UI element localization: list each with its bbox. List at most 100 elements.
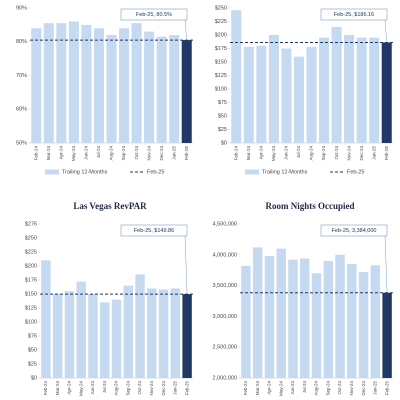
bar xyxy=(288,259,298,378)
bar xyxy=(156,36,167,143)
bar xyxy=(131,23,142,143)
x-tick-label: Feb-24 xyxy=(243,381,248,396)
x-tick-label: Jul-24 xyxy=(296,146,301,159)
bar xyxy=(369,37,380,144)
bar xyxy=(43,23,54,143)
x-tick-label: Apr-24 xyxy=(267,381,272,395)
x-tick-label: Oct-24 xyxy=(137,381,142,395)
y-tick-label: 60% xyxy=(16,107,27,113)
bar xyxy=(119,28,130,143)
y-tick-label: $125 xyxy=(215,73,227,79)
bar xyxy=(293,56,304,143)
x-tick-label: Jun-24 xyxy=(84,146,89,160)
bar xyxy=(256,45,267,143)
y-tick-label: 3,000,000 xyxy=(213,314,237,320)
chart: 50% 60% 70% 80% 90% Feb-24 Mar-24 Apr-24 May-24 J… xyxy=(16,5,193,175)
y-tick-label: $50 xyxy=(28,347,37,353)
x-tick-label: Dec-24 xyxy=(361,381,366,396)
annotation-box xyxy=(320,8,388,21)
y-tick-label: $275 xyxy=(25,221,37,227)
bar xyxy=(64,291,75,378)
annotation: Feb-25, 3,384,000 xyxy=(332,228,377,234)
bar xyxy=(252,247,263,378)
bar xyxy=(323,260,333,378)
bar xyxy=(347,264,357,378)
y-tick-label: 50% xyxy=(16,140,27,146)
annotation: Feb-25, $186.16 xyxy=(334,12,374,18)
x-tick-label: Dec-24 xyxy=(359,146,364,161)
chart: Room Nights Occupied 2,000,000 2,500,000 3,… xyxy=(213,201,393,396)
y-tick-label: $250 xyxy=(215,5,227,11)
bar xyxy=(31,28,42,143)
x-tick-label: Nov-24 xyxy=(149,381,154,396)
legend-label: Trailing 12-Months xyxy=(62,169,108,175)
y-tick-label: 4,000,000 xyxy=(213,252,237,258)
y-tick-label: $0 xyxy=(221,140,227,146)
x-tick-label: Aug-24 xyxy=(109,146,114,161)
x-tick-label: May-24 xyxy=(78,381,83,397)
y-tick-label: $100 xyxy=(215,86,227,92)
y-tick-label: $25 xyxy=(218,127,227,133)
x-tick-label: May-24 xyxy=(278,381,283,397)
x-tick-label: Jan-25 xyxy=(373,381,378,395)
bar xyxy=(356,37,367,144)
bar xyxy=(169,35,180,143)
y-tick-label: $75 xyxy=(28,333,37,339)
x-tick-label: Jul-24 xyxy=(302,381,307,394)
x-tick-label: Aug-24 xyxy=(114,381,119,396)
x-tick-label: Apr-24 xyxy=(259,146,264,160)
bar xyxy=(300,258,310,378)
x-tick-label: Dec-24 xyxy=(159,146,164,161)
bar xyxy=(319,37,330,144)
x-tick-label: Jul-24 xyxy=(102,381,107,394)
bar xyxy=(276,248,286,378)
y-tick-label: 2,000,000 xyxy=(213,375,237,381)
y-tick-label: $250 xyxy=(25,235,37,241)
bar xyxy=(370,265,381,378)
annotation-connector xyxy=(384,19,387,43)
y-tick-label: $200 xyxy=(215,32,227,38)
annotation-connector xyxy=(184,19,187,41)
y-tick-label: $125 xyxy=(25,305,37,311)
x-tick-label: Mar-24 xyxy=(246,146,251,161)
x-tick-label: Oct-24 xyxy=(334,146,339,160)
x-tick-label: Feb-25 xyxy=(184,146,189,161)
legend-label: Feb-25 xyxy=(147,169,164,175)
bar xyxy=(358,272,369,378)
bar xyxy=(268,35,279,143)
bar xyxy=(88,294,98,378)
x-tick-label: Dec-24 xyxy=(161,381,166,396)
x-tick-label: Feb-24 xyxy=(43,381,48,396)
bar xyxy=(123,285,133,378)
y-tick-label: $175 xyxy=(25,277,37,283)
annotation-box xyxy=(120,224,188,237)
bar xyxy=(182,294,192,378)
x-tick-label: Mar-24 xyxy=(46,146,51,161)
x-tick-label: Sep-24 xyxy=(125,381,130,396)
legend-label: Feb-25 xyxy=(347,169,364,175)
bar xyxy=(241,265,251,378)
annotation: Feb-25, 80.5% xyxy=(136,12,172,18)
x-tick-label: Feb-24 xyxy=(33,146,38,161)
x-tick-label: Jun-24 xyxy=(284,146,289,160)
y-tick-label: $25 xyxy=(28,361,37,367)
y-tick-label: $0 xyxy=(31,375,37,381)
bar xyxy=(311,273,322,378)
x-tick-label: Feb-25 xyxy=(384,381,389,396)
legend-swatch xyxy=(245,169,259,175)
x-tick-label: Nov-24 xyxy=(146,146,151,161)
y-tick-label: 90% xyxy=(16,5,27,11)
chart-title: Room Nights Occupied xyxy=(265,201,354,211)
y-tick-label: $225 xyxy=(215,19,227,25)
x-tick-label: Nov-24 xyxy=(346,146,351,161)
x-tick-label: Mar-24 xyxy=(55,381,60,396)
bar xyxy=(135,274,145,378)
x-tick-label: Sep-24 xyxy=(325,381,330,396)
y-tick-label: $200 xyxy=(25,263,37,269)
bar xyxy=(344,35,355,143)
x-tick-label: Feb-25 xyxy=(184,381,189,396)
x-tick-label: Jan-25 xyxy=(171,146,176,160)
y-tick-label: 70% xyxy=(16,73,27,79)
x-tick-label: Aug-24 xyxy=(314,381,319,396)
bar xyxy=(381,42,392,143)
